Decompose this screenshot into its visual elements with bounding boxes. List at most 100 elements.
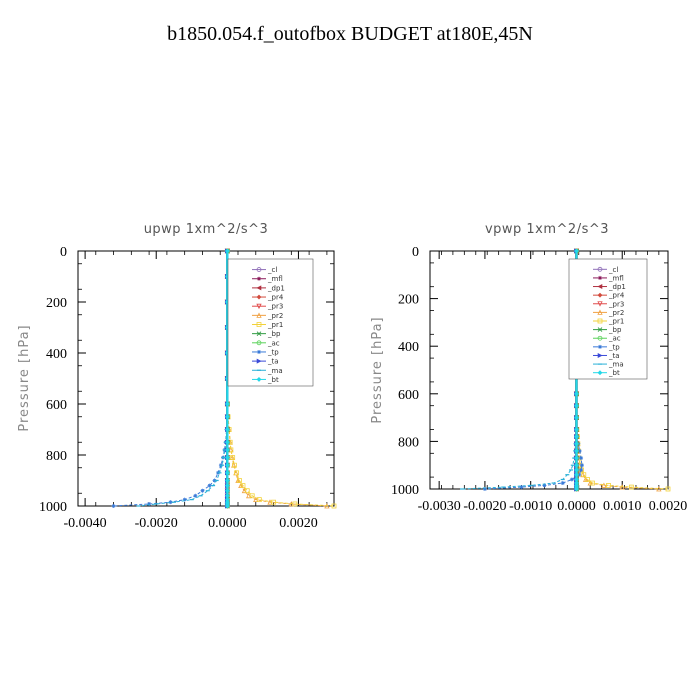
data-point: [212, 478, 217, 483]
x-tick-label: -0.0020: [135, 516, 178, 531]
x-tick-label: 0.0000: [208, 516, 247, 531]
legend-marker: [256, 331, 262, 336]
legend-marker: [256, 303, 262, 310]
data-point: [482, 487, 487, 491]
y-tick-label: 0: [60, 245, 67, 260]
legend-marker: [597, 266, 603, 272]
legend-label: _dp1: [608, 283, 626, 291]
data-point: [569, 477, 574, 482]
legend-marker: [256, 322, 262, 327]
legend-label: _pr3: [267, 303, 283, 311]
data-point: [207, 483, 212, 488]
data-point: [224, 488, 230, 494]
legend-marker: [256, 285, 262, 291]
data-point: [331, 503, 337, 509]
legend-label: _bp: [608, 326, 622, 334]
data-point: [249, 493, 255, 499]
legend-marker: [597, 309, 603, 315]
data-point: [292, 501, 298, 507]
legend-label: _mfl: [267, 275, 283, 283]
data-point: [574, 467, 579, 473]
data-point: [579, 467, 584, 472]
data-point: [577, 472, 582, 477]
legend-marker: [598, 344, 602, 349]
data-point: [224, 439, 230, 445]
data-point: [240, 483, 246, 489]
data-point: [224, 414, 230, 420]
x-tick-label: -0.0040: [64, 516, 107, 531]
y-tick-label: 0: [412, 245, 419, 260]
series-line-pr1: [226, 251, 335, 507]
data-point: [574, 448, 579, 454]
y-tick-label: 400: [46, 347, 67, 362]
data-point: [619, 484, 625, 490]
data-point: [271, 499, 276, 505]
data-point: [224, 470, 230, 476]
legend-label: _ma: [608, 361, 624, 369]
data-point: [542, 483, 547, 488]
legend-box: [568, 258, 648, 380]
data-point: [628, 484, 634, 490]
y-tick-label: 200: [46, 296, 67, 311]
data-point: [574, 441, 579, 447]
legend-label: _bp: [267, 330, 281, 338]
data-point: [224, 462, 230, 468]
panel-upwp: upwp 1xm^2/s^3 Pressure [hPa] -0.0040 -0.…: [17, 222, 337, 531]
data-point: [224, 483, 230, 489]
data-point: [579, 463, 584, 468]
legend-label: _pr2: [608, 309, 624, 317]
y-axis-label: Pressure [hPa]: [17, 324, 32, 431]
plot-area: -0.0040 -0.0020 0.0000 0.0020 0 200 400 600 800 1…: [39, 245, 337, 531]
x-tick-label: -0.0020: [463, 499, 506, 514]
legend-marker: [597, 284, 603, 290]
legend-marker: [598, 275, 602, 280]
legend-marker: [597, 370, 603, 376]
y-tick-label: 600: [398, 388, 419, 403]
legend-label: _pr4: [267, 294, 284, 302]
legend-marker: [256, 312, 262, 318]
data-point: [519, 485, 524, 490]
data-point: [560, 481, 565, 486]
legend-label: _dp1: [267, 284, 285, 292]
legend: _cl_mfl_dp1_pr4_pr3_pr2_pr1_bp_ac_tp_ta_…: [568, 258, 648, 380]
data-point: [224, 427, 230, 432]
series-line-tp: [113, 251, 228, 507]
legend-marker: [256, 340, 262, 346]
data-point: [601, 482, 607, 488]
data-point: [574, 462, 579, 468]
series-line-ma: [462, 251, 577, 490]
series-line-tp: [484, 251, 583, 490]
data-point: [200, 488, 205, 493]
data-point: [606, 483, 611, 488]
y-tick-label: 1000: [391, 483, 419, 498]
legend-label: _bt: [267, 376, 279, 384]
series-line-ma: [138, 251, 228, 507]
data-point: [256, 497, 262, 503]
data-point: [574, 455, 579, 461]
x-tick-label: -0.0010: [509, 499, 552, 514]
plot-frame: [429, 250, 669, 490]
data-point: [577, 448, 582, 453]
data-point: [182, 497, 187, 502]
legend-marker: [257, 276, 261, 281]
legend-label: _ta: [608, 352, 620, 360]
legend-label: _tp: [267, 348, 279, 356]
data-point: [234, 470, 239, 476]
legend-marker: [597, 335, 603, 341]
data-point: [665, 486, 671, 492]
legend-label: _cl: [267, 266, 277, 274]
data-point: [168, 500, 173, 505]
legend-label: _ta: [267, 358, 279, 366]
data-point: [224, 455, 230, 460]
data-point: [193, 493, 198, 498]
data-point: [224, 248, 230, 254]
legend-marker: [256, 267, 262, 272]
data-point: [574, 391, 579, 397]
data-point: [237, 478, 242, 483]
data-point: [232, 462, 237, 468]
data-point: [111, 504, 116, 508]
data-point: [224, 503, 230, 509]
data-point: [244, 488, 250, 494]
legend-label: _ac: [608, 335, 621, 343]
legend-box: [227, 258, 314, 387]
